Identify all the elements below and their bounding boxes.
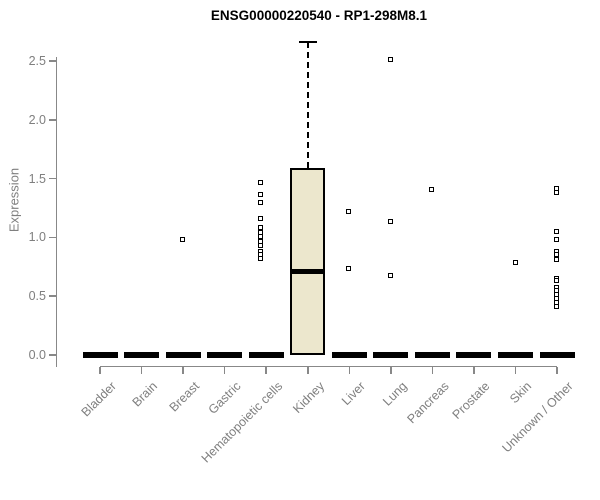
x-axis-line <box>100 365 558 367</box>
x-tick-label: Gastric <box>205 379 244 417</box>
outlier-point <box>512 260 518 266</box>
y-tick-label: 2.0 <box>28 112 46 127</box>
x-tick <box>307 367 309 374</box>
x-tick <box>99 367 101 374</box>
zero-bar <box>498 352 533 358</box>
median-line <box>292 269 324 274</box>
x-tick-label: Skin <box>507 379 535 407</box>
x-tick <box>390 367 392 374</box>
zero-bar <box>165 352 201 358</box>
y-tick <box>48 236 56 239</box>
whisker-cap <box>298 40 317 44</box>
y-axis-line <box>55 57 57 367</box>
x-tick-label: Brain <box>129 379 161 410</box>
y-tick-label: 1.5 <box>28 171 46 186</box>
x-tick <box>182 367 184 374</box>
outlier-point <box>554 277 560 283</box>
zero-bar <box>373 352 409 358</box>
x-tick-label: Kidney <box>289 379 327 416</box>
x-tick-label: Hematopoietic cells <box>198 379 286 466</box>
outlier-point <box>429 187 435 193</box>
box <box>290 168 326 355</box>
outlier-point <box>258 215 264 221</box>
outlier-point <box>387 219 393 225</box>
outlier-point <box>258 234 264 240</box>
outlier-point <box>554 295 560 301</box>
zero-bar <box>207 352 243 358</box>
zero-bar <box>414 352 450 358</box>
y-tick <box>48 295 56 297</box>
zero-bar <box>82 352 118 358</box>
zero-bar <box>539 352 575 358</box>
x-tick-label: Liver <box>339 379 369 409</box>
y-tick-label: 0.5 <box>28 289 46 304</box>
outlier-point <box>387 56 393 62</box>
x-tick-label: Pancreas <box>404 379 452 427</box>
x-tick <box>514 367 517 374</box>
x-tick <box>348 367 351 374</box>
x-tick-label: Breast <box>166 379 203 415</box>
outlier-point <box>258 229 264 235</box>
zero-bar <box>331 352 367 358</box>
x-tick <box>556 367 558 374</box>
y-tick <box>48 119 56 121</box>
x-tick-label: Lung <box>380 379 410 409</box>
upper-whisker <box>306 42 309 168</box>
y-tick-label: 1.0 <box>28 230 46 245</box>
outlier-point <box>258 192 264 198</box>
x-tick <box>223 367 226 374</box>
outlier-point <box>554 256 560 262</box>
outlier-point <box>258 224 264 230</box>
y-tick <box>48 354 56 356</box>
outlier-point <box>554 303 560 309</box>
x-tick <box>431 367 434 374</box>
outlier-point <box>258 200 264 206</box>
y-tick-label: 0.0 <box>28 348 46 362</box>
outlier-point <box>258 242 264 248</box>
x-tick <box>140 367 143 374</box>
outlier-point <box>554 236 560 242</box>
y-tick <box>48 177 56 180</box>
outlier-point <box>258 180 264 186</box>
outlier-point <box>554 228 560 234</box>
zero-bar <box>456 352 492 358</box>
outlier-point <box>387 273 393 279</box>
y-tick-label: 2.5 <box>28 54 46 68</box>
outlier-point <box>180 236 186 242</box>
chart-title: ENSG00000220540 - RP1-298M8.1 <box>210 8 428 23</box>
outlier-point <box>346 208 352 214</box>
x-tick-label: Bladder <box>78 379 119 420</box>
x-tick-label: Prostate <box>450 379 493 422</box>
zero-bar <box>124 352 160 358</box>
y-tick <box>48 60 56 62</box>
outlier-point <box>346 266 352 272</box>
outlier-point <box>554 252 560 258</box>
zero-bar <box>248 352 284 358</box>
outlier-point <box>258 255 264 261</box>
outlier-point <box>554 189 560 195</box>
x-tick <box>473 367 475 374</box>
x-tick <box>265 367 267 374</box>
